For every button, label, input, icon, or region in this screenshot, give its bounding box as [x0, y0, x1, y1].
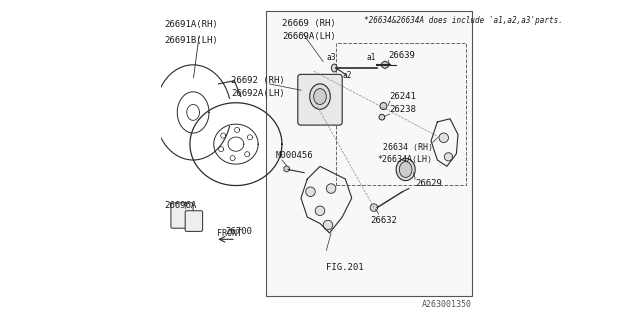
FancyBboxPatch shape: [298, 74, 342, 125]
Ellipse shape: [379, 114, 385, 120]
Text: 26629: 26629: [415, 179, 442, 188]
Circle shape: [323, 220, 333, 230]
Text: FIG.201: FIG.201: [326, 263, 364, 272]
Text: 26632: 26632: [371, 215, 397, 225]
FancyBboxPatch shape: [171, 203, 193, 228]
Ellipse shape: [380, 103, 387, 109]
Ellipse shape: [332, 64, 337, 72]
Text: 26639: 26639: [388, 51, 415, 60]
Text: 26634 ⟨RH⟩: 26634 ⟨RH⟩: [383, 142, 433, 152]
Text: 26241: 26241: [390, 92, 417, 101]
Text: 26691A⟨RH⟩: 26691A⟨RH⟩: [164, 20, 218, 29]
Bar: [336, 43, 466, 185]
Circle shape: [439, 133, 449, 142]
Text: a3: a3: [326, 53, 336, 62]
Text: FRONT: FRONT: [217, 229, 242, 238]
Text: *26634&26634A does include 'a1,a2,a3'parts.: *26634&26634A does include 'a1,a2,a3'par…: [364, 16, 563, 25]
Circle shape: [370, 204, 378, 212]
Circle shape: [326, 184, 336, 193]
Text: 26700: 26700: [225, 227, 252, 236]
Text: M000456: M000456: [276, 151, 313, 160]
Ellipse shape: [310, 84, 330, 109]
Text: 26238: 26238: [390, 105, 417, 114]
Text: 26696A: 26696A: [164, 201, 197, 210]
Circle shape: [444, 153, 452, 161]
Text: A263001350: A263001350: [422, 300, 472, 309]
Text: a1: a1: [366, 53, 376, 62]
Text: 26692A⟨LH⟩: 26692A⟨LH⟩: [231, 89, 285, 98]
Circle shape: [316, 206, 324, 215]
Text: 26669 ⟨RH⟩: 26669 ⟨RH⟩: [282, 19, 336, 28]
FancyBboxPatch shape: [185, 211, 203, 231]
Text: 26692 ⟨RH⟩: 26692 ⟨RH⟩: [231, 76, 285, 85]
Text: 26669A⟨LH⟩: 26669A⟨LH⟩: [282, 32, 336, 41]
Text: a2: a2: [342, 70, 352, 80]
Circle shape: [306, 187, 316, 196]
Bar: [266, 11, 472, 296]
Ellipse shape: [399, 162, 412, 178]
Text: *26634A⟨LH⟩: *26634A⟨LH⟩: [378, 155, 433, 164]
Ellipse shape: [396, 158, 415, 180]
Text: 26691B⟨LH⟩: 26691B⟨LH⟩: [164, 36, 218, 45]
Ellipse shape: [314, 89, 326, 105]
